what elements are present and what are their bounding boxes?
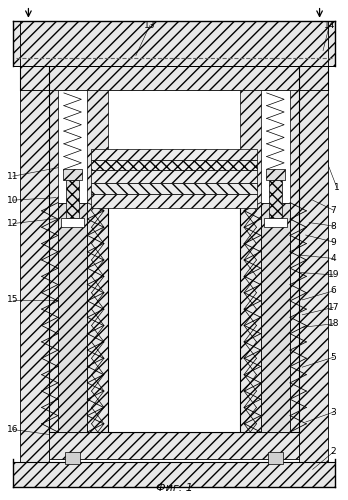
Bar bbox=[240, 90, 261, 432]
Bar bbox=[13, 462, 335, 487]
Text: 4: 4 bbox=[331, 254, 336, 263]
Bar bbox=[63, 169, 82, 180]
Bar bbox=[69, 460, 77, 462]
Text: 5: 5 bbox=[331, 352, 336, 362]
Bar bbox=[49, 432, 299, 460]
Bar bbox=[87, 90, 108, 432]
Bar bbox=[20, 20, 328, 66]
Bar bbox=[20, 66, 328, 90]
Bar bbox=[269, 180, 282, 218]
Text: 11: 11 bbox=[7, 172, 18, 180]
Bar bbox=[91, 160, 257, 170]
Text: 19: 19 bbox=[328, 270, 339, 280]
Text: Фиг. 1: Фиг. 1 bbox=[156, 484, 192, 494]
Bar bbox=[271, 460, 279, 462]
Text: 10: 10 bbox=[7, 196, 18, 204]
Polygon shape bbox=[94, 170, 254, 202]
Bar bbox=[66, 180, 79, 218]
Text: 9: 9 bbox=[331, 238, 336, 246]
Text: 1: 1 bbox=[334, 183, 340, 192]
Bar bbox=[266, 169, 285, 180]
Bar bbox=[65, 452, 80, 464]
Bar bbox=[263, 218, 287, 226]
Bar bbox=[91, 182, 257, 194]
Text: 18: 18 bbox=[328, 320, 339, 328]
Bar bbox=[58, 202, 87, 432]
Bar bbox=[270, 210, 280, 225]
Bar bbox=[49, 90, 58, 432]
Text: 6: 6 bbox=[331, 286, 336, 296]
Text: 13: 13 bbox=[144, 21, 156, 30]
Text: 17: 17 bbox=[328, 303, 339, 312]
Text: 7: 7 bbox=[331, 206, 336, 214]
Text: 16: 16 bbox=[7, 425, 18, 434]
Bar bbox=[299, 90, 328, 462]
Bar bbox=[268, 452, 283, 464]
Bar bbox=[261, 202, 290, 432]
Bar bbox=[20, 90, 49, 462]
Text: 14: 14 bbox=[324, 21, 335, 30]
Bar bbox=[68, 210, 78, 225]
Bar bbox=[61, 218, 85, 226]
Bar bbox=[108, 202, 240, 432]
Bar bbox=[91, 170, 257, 182]
Text: 15: 15 bbox=[7, 296, 18, 304]
Bar bbox=[290, 90, 299, 432]
Bar bbox=[91, 149, 257, 160]
Bar bbox=[91, 194, 257, 207]
Text: 2: 2 bbox=[331, 448, 336, 456]
Text: 12: 12 bbox=[7, 219, 18, 228]
Bar bbox=[13, 20, 20, 66]
Text: 3: 3 bbox=[331, 408, 336, 416]
Text: 8: 8 bbox=[331, 222, 336, 230]
Bar bbox=[328, 20, 335, 66]
